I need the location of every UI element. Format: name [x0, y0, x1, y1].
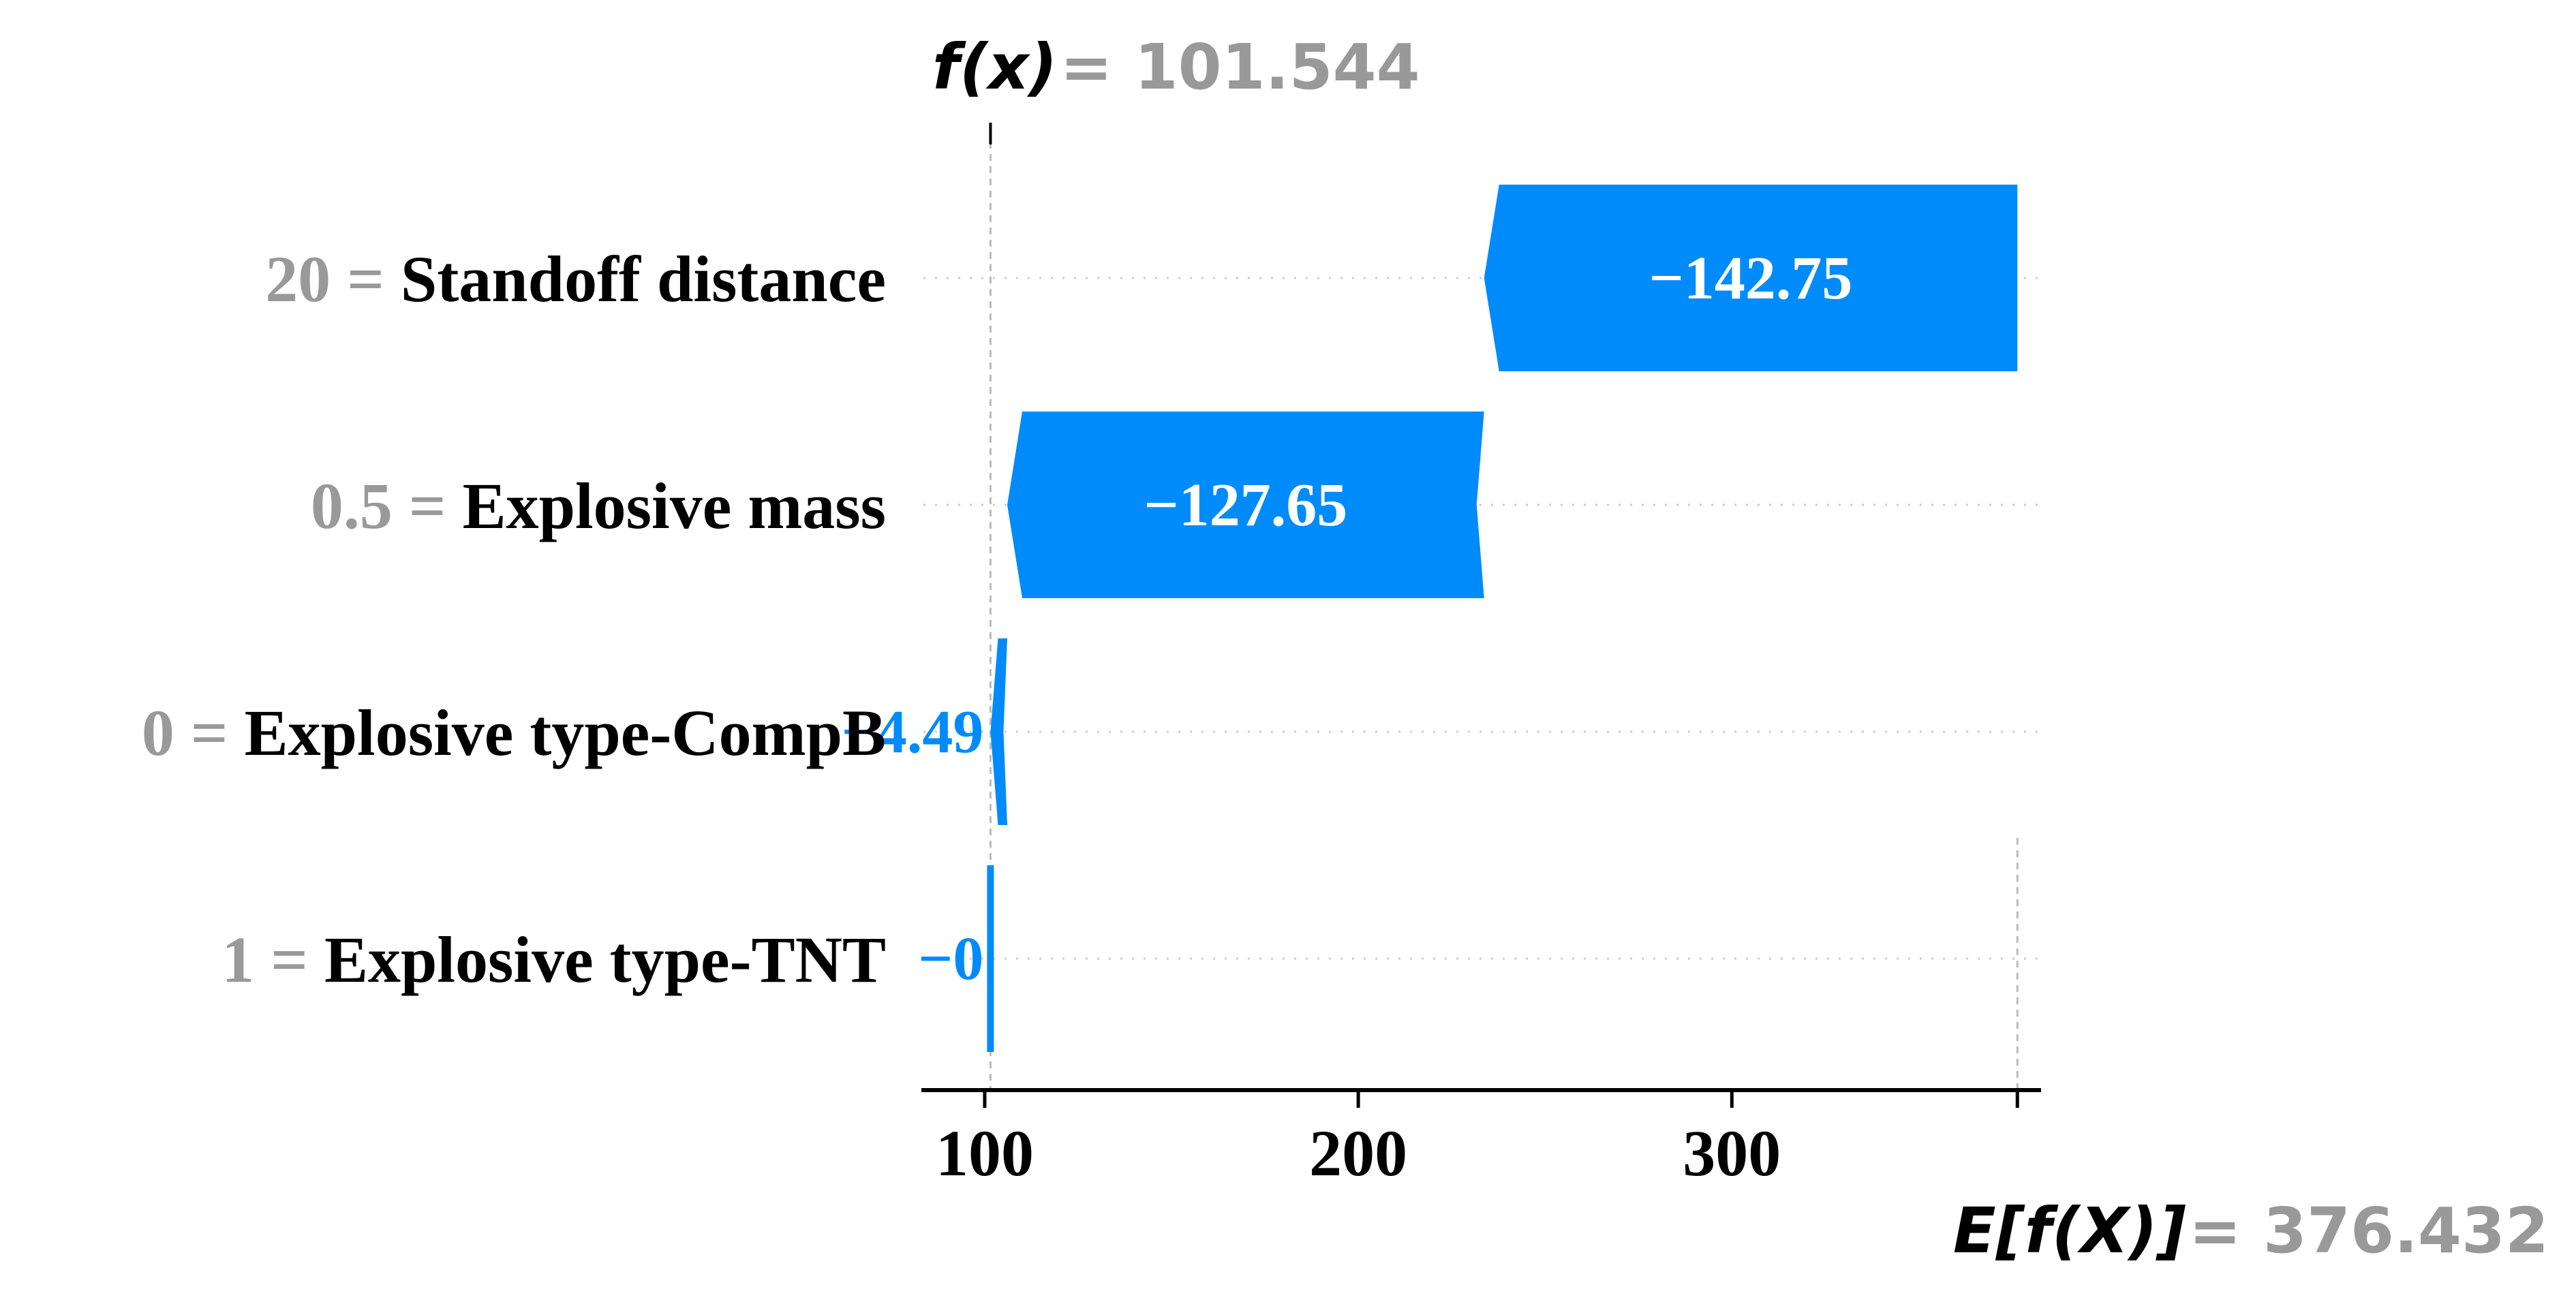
- bar-value-label: −4.49: [842, 698, 984, 766]
- contribution-bar: [1484, 185, 2018, 371]
- bar-value-label: −142.75: [1649, 245, 1853, 312]
- feature-label: 0 = Explosive type-CompB: [142, 696, 886, 769]
- x-axis: 100 200 300: [921, 1088, 2041, 1190]
- feature-value: 0.5 =: [311, 469, 463, 542]
- bar-value-label: −127.65: [1144, 471, 1348, 539]
- fx-annotation: f(x) = 101.544: [932, 31, 1420, 104]
- fx-value: = 101.544: [1060, 31, 1420, 104]
- efx-value: = 376.432: [2189, 1194, 2549, 1267]
- contribution-bar: [1007, 412, 1484, 598]
- contribution-bar: [990, 638, 1008, 825]
- x-tick-label: 100: [936, 1117, 1034, 1190]
- feature-label: 0.5 = Explosive mass: [311, 469, 886, 542]
- feature-name: Explosive type-CompB: [245, 696, 886, 769]
- efx-annotation: E[f(X)] = 376.432: [1953, 1194, 2549, 1267]
- feature-labels-layer: 20 = Standoff distance 0.5 = Explosive ma…: [142, 243, 886, 996]
- x-tick-label: 200: [1309, 1117, 1407, 1190]
- feature-value: 20 =: [265, 243, 401, 315]
- feature-label: 20 = Standoff distance: [265, 243, 886, 315]
- feature-name: Explosive mass: [463, 469, 886, 542]
- bars-layer: −142.75 −127.65 −4.49 −0: [842, 185, 2018, 1052]
- bar-value-label: −0: [918, 925, 983, 993]
- efx-label: E[f(X)]: [1953, 1194, 2186, 1267]
- contribution-bar: [987, 865, 994, 1052]
- feature-value: 0 =: [142, 696, 245, 769]
- feature-name: Explosive type-TNT: [324, 923, 886, 996]
- feature-value: 1 =: [221, 923, 324, 996]
- fx-label: f(x): [932, 31, 1057, 104]
- x-tick-label: 300: [1683, 1117, 1781, 1190]
- feature-name: Standoff distance: [401, 243, 886, 315]
- feature-label: 1 = Explosive type-TNT: [221, 923, 886, 996]
